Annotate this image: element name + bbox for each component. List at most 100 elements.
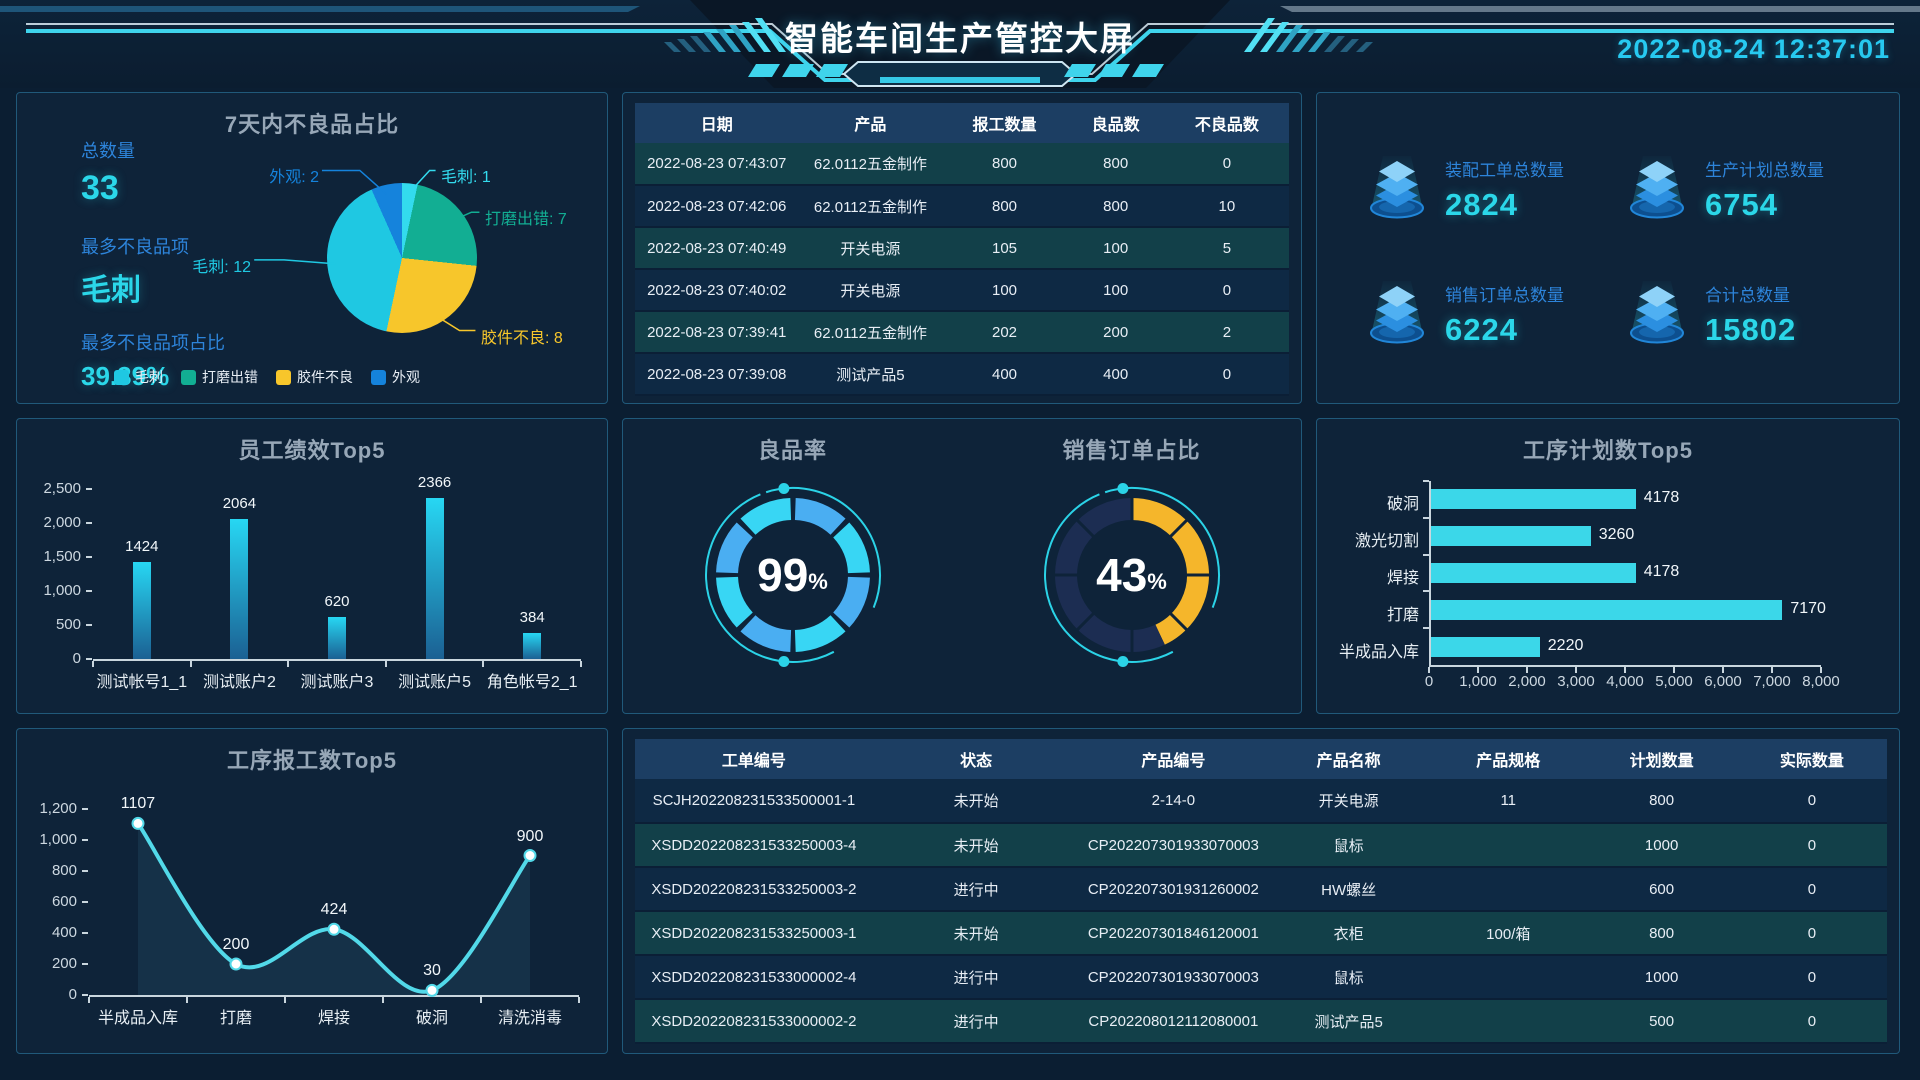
process-report-line-chart: 0 200 400 600 800 1,000 1,200 1107 半成品入库 200 打磨 424… [31, 783, 593, 1045]
table-cell: 0 [1736, 779, 1887, 824]
table-cell: CP202207301931260002 [1079, 867, 1268, 912]
y-axis [1429, 481, 1431, 665]
point-value-label: 30 [423, 962, 441, 980]
y-tick [86, 488, 92, 490]
table-row: XSDD202208231533250003-1 未开始 CP20220730184… [635, 911, 1887, 956]
table-cell: 400 [1066, 353, 1165, 396]
x-tick [1820, 667, 1822, 673]
y-category-label: 打磨 [1386, 606, 1419, 624]
x-tick [287, 661, 290, 667]
y-tick-label: 200 [51, 955, 77, 972]
column-header: 计划数量 [1586, 739, 1737, 779]
bar [1431, 636, 1540, 657]
legend-swatch [276, 369, 291, 385]
bar [132, 562, 151, 659]
y-tick [82, 808, 88, 810]
gauge-title: 销售订单占比 [1062, 438, 1201, 463]
column-header: 不良品数 [1164, 103, 1289, 143]
stat-card-texts: 装配工单总数量 2824 [1445, 156, 1564, 223]
table-cell: 0 [1736, 911, 1887, 956]
table-cell: 进行中 [872, 955, 1080, 1000]
table-cell [1430, 823, 1587, 868]
panel-title: 7天内不良品占比 [224, 112, 400, 137]
x-axis [89, 995, 579, 997]
table-row: XSDD202208231533000002-2 进行中 CP20220801211… [635, 999, 1887, 1044]
pie-slice-label: 毛刺: 12 [192, 259, 251, 276]
x-tick-label: 6,000 [1704, 673, 1742, 690]
pie-legend: 毛刺 打磨出错 胶件不良 外观 [77, 367, 457, 387]
table-cell [1430, 867, 1587, 912]
y-tick-label: 1,000 [39, 831, 77, 848]
x-tick-label: 1,000 [1459, 673, 1497, 690]
table-cell: 100/箱 [1430, 911, 1587, 956]
x-tick [578, 997, 580, 1003]
bar-value-label: 620 [324, 592, 350, 610]
bar-value-label: 4178 [1643, 489, 1680, 507]
stat-card: 生产计划总数量 6754 [1625, 127, 1885, 252]
legend-label: 外观 [392, 369, 420, 385]
x-tick-label: 2,000 [1508, 673, 1546, 690]
table-cell: 1000 [1586, 823, 1737, 868]
top-defect-stat: 最多不良品项 毛刺 [81, 233, 189, 309]
y-tick [1423, 627, 1429, 630]
y-tick [1423, 480, 1429, 482]
table-cell: 100 [1066, 227, 1165, 270]
y-tick [86, 556, 92, 558]
table-row: XSDD202208231533000002-4 进行中 CP20220730193… [635, 955, 1887, 1000]
table-cell: 2022-08-23 07:39:41 [635, 311, 799, 354]
x-tick-label: 5,000 [1655, 673, 1693, 690]
process-report-panel: 工序报工数Top5 0 200 400 600 800 1,000 1,200 1107 半成品… [16, 728, 608, 1054]
pie-leader-lines [254, 169, 480, 332]
header-slashes-right [1244, 18, 1373, 52]
bar [523, 632, 542, 659]
order-table: 工单编号 状态 产品编号 产品名称 产品规格 计划数量 实际数量 SCJH2022082315… [635, 739, 1887, 1044]
clock: 2022-08-24 12:37:01 [1617, 34, 1890, 64]
table-cell: 100 [1066, 269, 1165, 312]
stat-card: 销售订单总数量 6224 [1365, 252, 1625, 377]
bar [1431, 599, 1783, 620]
x-tick-label: 8,000 [1802, 673, 1840, 690]
good-rate-gauge: 良品率 99% [623, 419, 962, 713]
y-tick-label: 1,200 [39, 800, 77, 817]
table-cell: HW螺丝 [1267, 867, 1430, 912]
header: 智能车间生产管控大屏 2022-08-24 12:37:01 [0, 0, 1920, 88]
y-tick-label: 0 [72, 650, 81, 667]
bar-value-label: 1424 [125, 538, 159, 556]
column-header: 良品数 [1066, 103, 1165, 143]
table-cell: 10 [1164, 185, 1289, 228]
stat-card-label: 装配工单总数量 [1445, 161, 1564, 180]
x-axis [1429, 665, 1821, 667]
point-value-label: 200 [222, 936, 250, 953]
table-cell: 1000 [1586, 955, 1737, 1000]
x-tick [1673, 667, 1675, 673]
table-row: SCJH202208231533500001-1 未开始 2-14-0 开关电源 11 8… [635, 779, 1887, 824]
pie-slice-label: 外观: 2 [269, 169, 319, 186]
bar [1431, 563, 1636, 583]
bar-value-label: 2064 [222, 494, 257, 512]
y-tick [86, 624, 92, 626]
y-tick [86, 522, 92, 524]
table-cell: 500 [1586, 999, 1737, 1044]
header-slashes-left [664, 18, 786, 52]
legend-item: 外观 [371, 367, 420, 387]
table-cell: 开关电源 [1267, 779, 1430, 824]
stack-icon [1370, 281, 1424, 344]
column-header: 产品编号 [1079, 739, 1268, 779]
table-cell: CP202207301933070003 [1079, 955, 1268, 1000]
bar [328, 616, 346, 659]
table-cell: 未开始 [872, 779, 1080, 824]
table-row: 2022-08-23 07:39:41 62.0112五金制作 202 200 2 [635, 311, 1289, 354]
table-cell: 开关电源 [798, 269, 943, 312]
y-tick [1423, 516, 1429, 519]
table-cell: XSDD202208231533250003-1 [635, 911, 873, 956]
table-cell: 800 [1066, 143, 1165, 186]
x-category-label: 角色帐号2_1 [486, 674, 578, 691]
table-cell: XSDD202208231533250003-4 [635, 823, 873, 868]
pie-slice-label: 毛刺: 1 [441, 169, 491, 186]
employee-bar-chart: 0 500 1,000 1,500 2,000 2,500 1424 测试帐号1_1 2064 测… [31, 473, 593, 705]
table-cell: 鼠标 [1267, 823, 1430, 868]
pie-slice-label: 打磨出错: 7 [485, 211, 567, 228]
y-tick-label: 1,500 [43, 548, 81, 565]
table-cell: 2022-08-23 07:40:02 [635, 269, 799, 312]
column-header: 产品规格 [1430, 739, 1587, 779]
